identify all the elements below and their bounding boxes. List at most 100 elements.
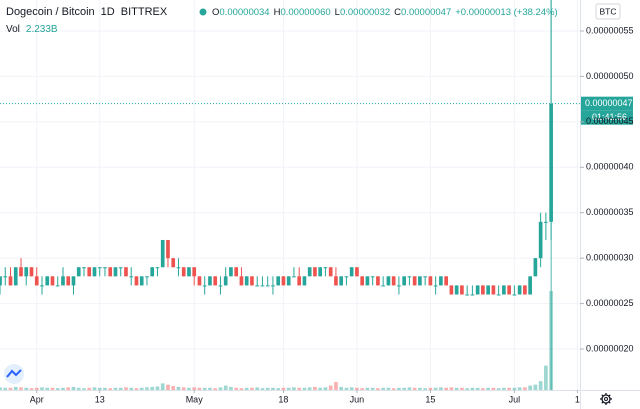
volume-bar [302, 387, 307, 390]
change: +0.00000013 (+38.24%) [455, 7, 557, 18]
candle-body [344, 276, 349, 278]
volume-bar [160, 383, 165, 390]
volume-bar [260, 388, 265, 390]
candle-body [281, 276, 286, 286]
volume-bar [34, 387, 39, 390]
x-tick-label: 15 [425, 394, 435, 404]
x-tick-label: Jun [350, 394, 365, 404]
candle-body [0, 276, 2, 286]
volume-bar [517, 387, 522, 390]
volume-bar [502, 387, 506, 390]
candle-body [339, 276, 344, 286]
volume-bar [281, 387, 286, 390]
volume-bar [481, 388, 485, 390]
volume-bar [134, 388, 139, 390]
candle-body [491, 285, 496, 295]
candle-body [318, 267, 323, 277]
interval: 1D [101, 6, 115, 18]
y-tick-label: 0.00000020 [586, 343, 634, 353]
ohlc-label: C [394, 7, 401, 18]
candle-body [155, 267, 160, 269]
candle-body [360, 276, 365, 286]
volume-bar [402, 387, 406, 390]
volume-bar [538, 381, 543, 390]
x-tick-label: 13 [95, 394, 105, 404]
volume-bar [255, 387, 260, 390]
candle-body [496, 294, 501, 296]
candle-body [402, 276, 406, 286]
volume-bar [470, 387, 475, 390]
volume-bar [449, 387, 454, 390]
candle-body [370, 276, 375, 278]
candle-body [24, 267, 29, 277]
volume-bar [234, 387, 239, 390]
volume-bar [307, 387, 312, 390]
candle-body [145, 276, 149, 278]
candle-body [229, 267, 233, 277]
candle-body [255, 285, 260, 287]
candle-body [502, 285, 506, 295]
volume-bar [412, 387, 417, 390]
candle-body [328, 267, 333, 277]
volume-bar [113, 387, 118, 390]
volume-bar [202, 387, 207, 390]
candle-body [313, 267, 317, 277]
volume-bar [391, 388, 396, 390]
y-tick-label: 0.00000055 [586, 25, 634, 35]
candle-body [465, 294, 469, 296]
volume-bar [76, 387, 81, 390]
exchange: BITTREX [121, 6, 168, 18]
candle-body [439, 276, 443, 286]
volume-bar [496, 388, 501, 390]
candle-body [523, 285, 527, 295]
currency[interactable]: BTC [600, 6, 617, 16]
volume-bar [418, 387, 422, 390]
status-dot [199, 8, 207, 16]
candle-body [271, 285, 275, 287]
candle-body [397, 285, 401, 287]
candle-body [13, 267, 18, 286]
volume-bar [465, 388, 469, 390]
candle-body [208, 276, 212, 286]
currency-button[interactable] [595, 3, 621, 20]
volume-bar [92, 387, 97, 390]
ohlc-label: L [335, 7, 340, 18]
candle-body [276, 276, 281, 286]
volume-bar [145, 387, 149, 390]
volume-bar [486, 387, 490, 390]
y-tick-label: 0.00000030 [586, 253, 634, 263]
candle-body [423, 276, 427, 278]
candle-body [50, 276, 55, 286]
volume-bar [507, 387, 511, 390]
volume-bar [439, 387, 443, 390]
volume-bar [433, 387, 438, 390]
ohlc-value: 0.00000047 [401, 7, 451, 18]
candle-body [444, 276, 448, 286]
volume-bar [360, 388, 365, 390]
settings-icon[interactable] [600, 393, 612, 405]
volume-bar [103, 387, 107, 390]
candle-body [449, 285, 454, 295]
y-tick-label: 0.00000040 [586, 162, 634, 172]
candle-body [528, 276, 532, 295]
candle-body [239, 276, 244, 286]
candle-body [418, 276, 422, 286]
last-price-label: 0.00000047 [585, 98, 633, 108]
volume-bar [150, 386, 155, 390]
candle-body [486, 285, 490, 295]
candle-body [433, 285, 438, 287]
symbol-line: Dogecoin / Bitcoin 1D BITTREX [6, 6, 168, 18]
volume-bar [13, 386, 18, 390]
candle-body [223, 276, 228, 286]
volume-bar [297, 387, 302, 390]
volume-bar [334, 382, 338, 390]
y-tick-label: 0.00000045 [586, 116, 634, 126]
volume-bar [428, 387, 433, 390]
volume-bar [460, 387, 464, 390]
candle-body [307, 267, 312, 277]
volume-bar [276, 388, 281, 390]
candle-body [171, 258, 176, 268]
candle-body [507, 285, 511, 295]
volume-bar [318, 387, 323, 390]
